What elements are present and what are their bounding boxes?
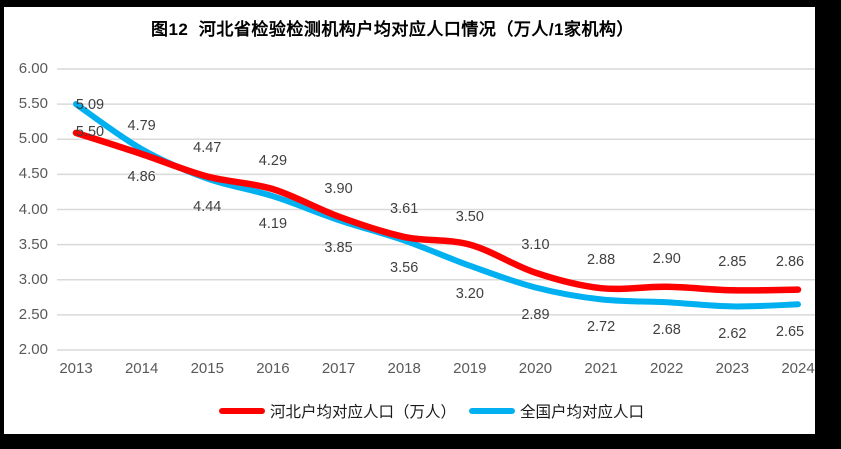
- legend-label-national: 全国户均对应人口: [520, 404, 645, 421]
- x-axis-tick: 2019: [453, 360, 487, 377]
- data-label-hebei-2021: 2.88: [586, 252, 616, 269]
- data-label-national-2013: 5.50: [75, 124, 105, 141]
- data-label-hebei-2017: 3.90: [324, 180, 353, 197]
- y-axis-tick: 2.50: [18, 305, 48, 323]
- data-label-national-2018: 3.56: [390, 260, 419, 277]
- x-axis-tick: 2018: [387, 360, 421, 377]
- hebei-series-line: [72, 129, 802, 294]
- national-series-line: [73, 101, 801, 310]
- y-axis-tick: 5.50: [18, 95, 48, 113]
- hebei-line-swatch-icon: [218, 408, 265, 414]
- data-label-hebei-2023: 2.85: [718, 254, 747, 271]
- y-axis-tick: 2.00: [18, 341, 48, 358]
- legend-item-hebei: 河北户均对应人口（万人）: [218, 400, 456, 422]
- data-label-national-2021: 2.72: [586, 319, 616, 336]
- x-axis-tick: 2021: [584, 360, 618, 377]
- data-label-national-2015: 4.44: [193, 198, 222, 215]
- data-label-hebei-2013: 5.09: [75, 96, 105, 113]
- x-axis-tick: 2017: [321, 360, 356, 377]
- data-label-hebei-2022: 2.90: [652, 250, 681, 267]
- x-axis-tick: 2020: [518, 360, 553, 377]
- x-axis-tick: 2022: [650, 360, 684, 377]
- data-label-hebei-2019: 3.50: [455, 208, 484, 225]
- data-label-hebei-2020: 3.10: [521, 236, 550, 253]
- data-label-hebei-2024: 2.86: [775, 253, 805, 270]
- y-axis-tick: 4.00: [18, 200, 48, 218]
- y-axis-tick: 4.50: [18, 165, 48, 183]
- data-label-hebei-2014: 4.79: [127, 118, 156, 134]
- y-axis-tick: 3.50: [18, 235, 48, 253]
- x-axis-tick: 2015: [190, 360, 224, 377]
- data-label-hebei-2015: 4.47: [193, 140, 222, 157]
- data-label-national-2020: 2.89: [521, 307, 550, 324]
- x-axis-tick: 2016: [256, 360, 290, 377]
- data-label-national-2024: 2.65: [775, 324, 805, 341]
- x-axis-tick: 2014: [124, 360, 159, 377]
- chart-legend: 河北户均对应人口（万人） 全国户均对应人口: [4, 399, 815, 423]
- legend-item-national: 全国户均对应人口: [469, 400, 644, 422]
- data-label-national-2014: 4.86: [127, 169, 156, 186]
- x-axis-tick: 2023: [715, 360, 750, 377]
- data-label-national-2017: 3.85: [324, 240, 353, 257]
- chart-background: [4, 7, 815, 434]
- data-label-national-2019: 3.20: [455, 285, 484, 302]
- data-label-national-2016: 4.19: [258, 216, 288, 233]
- data-label-hebei-2018: 3.61: [390, 200, 419, 217]
- x-axis-tick: 2013: [59, 360, 93, 377]
- data-label-national-2022: 2.68: [652, 322, 681, 339]
- chart-title: 图12 河北省检验检测机构户均对应人口情况（万人/1家机构）: [150, 20, 635, 39]
- national-line-swatch-icon: [469, 408, 515, 414]
- data-label-national-2023: 2.62: [718, 326, 747, 343]
- y-axis-tick: 5.00: [18, 130, 48, 148]
- y-axis-tick: 3.00: [18, 270, 48, 288]
- data-label-hebei-2016: 4.29: [258, 153, 288, 170]
- y-axis-tick: 6.00: [18, 60, 48, 77]
- legend-label-hebei: 河北户均对应人口（万人）: [269, 404, 456, 421]
- x-axis-tick: 2024: [781, 360, 815, 377]
